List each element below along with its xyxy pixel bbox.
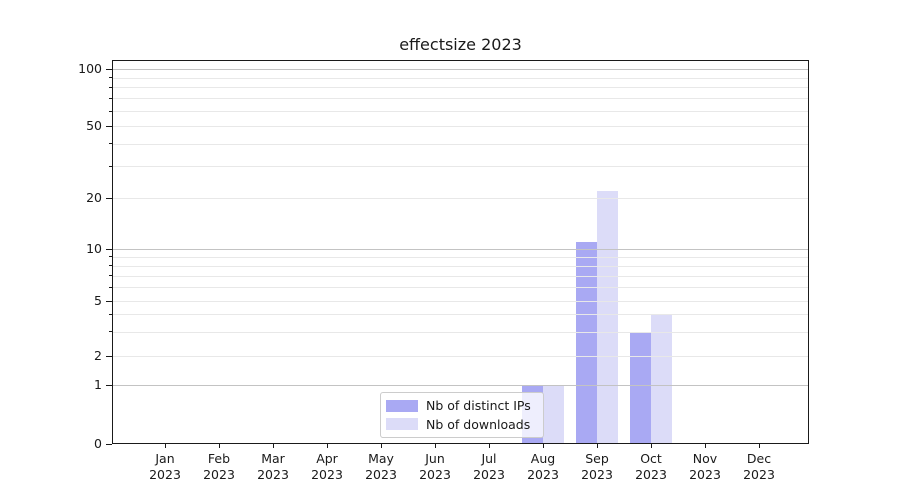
gridline-minor [113, 275, 808, 277]
gridline-major [113, 249, 808, 250]
y-minor-tickmark [109, 286, 112, 288]
gridline-minor [113, 126, 808, 127]
gridline-minor [113, 111, 808, 112]
gridline-minor [113, 166, 808, 168]
y-tick-label: 20 [86, 190, 102, 206]
y-tickmark [106, 197, 112, 199]
x-tickmark [542, 444, 544, 448]
y-minor-tickmark [109, 313, 112, 315]
gridline-minor [113, 314, 808, 316]
x-tick-label: Nov 2023 [689, 451, 721, 482]
x-tickmark [380, 444, 382, 448]
y-tickmark [106, 384, 112, 386]
y-tick-label: 1 [94, 377, 102, 393]
y-minor-tickmark [109, 77, 112, 79]
bar-distinct-ips [630, 331, 651, 443]
legend-item-downloads: Nb of downloads [386, 417, 538, 432]
y-minor-tickmark [109, 97, 112, 99]
gridline-minor [113, 331, 808, 333]
legend: Nb of distinct IPs Nb of downloads [380, 392, 544, 438]
bar-downloads [651, 314, 672, 443]
y-tick-label: 100 [78, 61, 102, 77]
x-tick-label: Aug 2023 [527, 451, 559, 482]
gridline-major [113, 69, 808, 70]
gridline-minor [113, 287, 808, 289]
x-tickmark [704, 444, 706, 448]
x-tick-label: Jul 2023 [473, 451, 505, 482]
gridline-minor [113, 87, 808, 89]
y-tick-label: 50 [86, 118, 102, 134]
x-tick-label: Sep 2023 [581, 451, 613, 482]
legend-label-distinct-ips: Nb of distinct IPs [426, 398, 531, 414]
x-tick-label: Feb 2023 [203, 451, 235, 482]
gridline-minor [113, 301, 808, 302]
y-minor-tickmark [109, 165, 112, 167]
x-tickmark [596, 444, 598, 448]
gridline-major [113, 385, 808, 386]
legend-swatch-downloads-icon [386, 418, 418, 431]
x-tick-label: Apr 2023 [311, 451, 343, 482]
x-tickmark [326, 444, 328, 448]
x-tick-label: May 2023 [365, 451, 397, 482]
x-tickmark [758, 444, 760, 448]
gridline-minor [113, 265, 808, 267]
y-tick-label: 0 [94, 436, 102, 452]
y-tickmark [106, 300, 112, 302]
x-tickmark [488, 444, 490, 448]
x-tick-label: Oct 2023 [635, 451, 667, 482]
y-tickmark [106, 68, 112, 70]
legend-item-distinct-ips: Nb of distinct IPs [386, 398, 538, 413]
y-minor-tickmark [109, 143, 112, 145]
y-tickmark [106, 125, 112, 127]
gridline-minor [113, 143, 808, 145]
x-tick-label: Jun 2023 [419, 451, 451, 482]
y-minor-tickmark [109, 275, 112, 277]
gridline-minor [113, 77, 808, 79]
y-tickmark [106, 248, 112, 250]
y-minor-tickmark [109, 86, 112, 88]
gridline-minor [113, 98, 808, 100]
y-tick-label: 5 [94, 293, 102, 309]
y-tickmark [106, 443, 112, 445]
x-tick-label: Dec 2023 [743, 451, 775, 482]
y-minor-tickmark [109, 256, 112, 258]
y-tick-label: 10 [86, 241, 102, 257]
x-tick-label: Jan 2023 [149, 451, 181, 482]
y-minor-tickmark [109, 110, 112, 112]
legend-swatch-distinct-ips-icon [386, 399, 418, 412]
x-tick-label: Mar 2023 [257, 451, 289, 482]
y-tick-label: 2 [94, 348, 102, 364]
y-minor-tickmark [109, 331, 112, 333]
bar-distinct-ips [576, 242, 597, 443]
gridline-minor [113, 198, 808, 199]
gridline-minor [113, 356, 808, 357]
y-tickmark [106, 355, 112, 357]
gridline-minor [113, 256, 808, 258]
x-tickmark [650, 444, 652, 448]
x-tickmark [218, 444, 220, 448]
bar-downloads [543, 385, 564, 443]
x-tickmark [164, 444, 166, 448]
legend-label-downloads: Nb of downloads [426, 416, 531, 432]
bar-downloads [597, 190, 618, 443]
y-minor-tickmark [109, 265, 112, 267]
chart-title: effectsize 2023 [399, 35, 522, 54]
plot-area: Nb of distinct IPs Nb of downloads [112, 60, 809, 444]
x-tickmark [434, 444, 436, 448]
x-tickmark [272, 444, 274, 448]
